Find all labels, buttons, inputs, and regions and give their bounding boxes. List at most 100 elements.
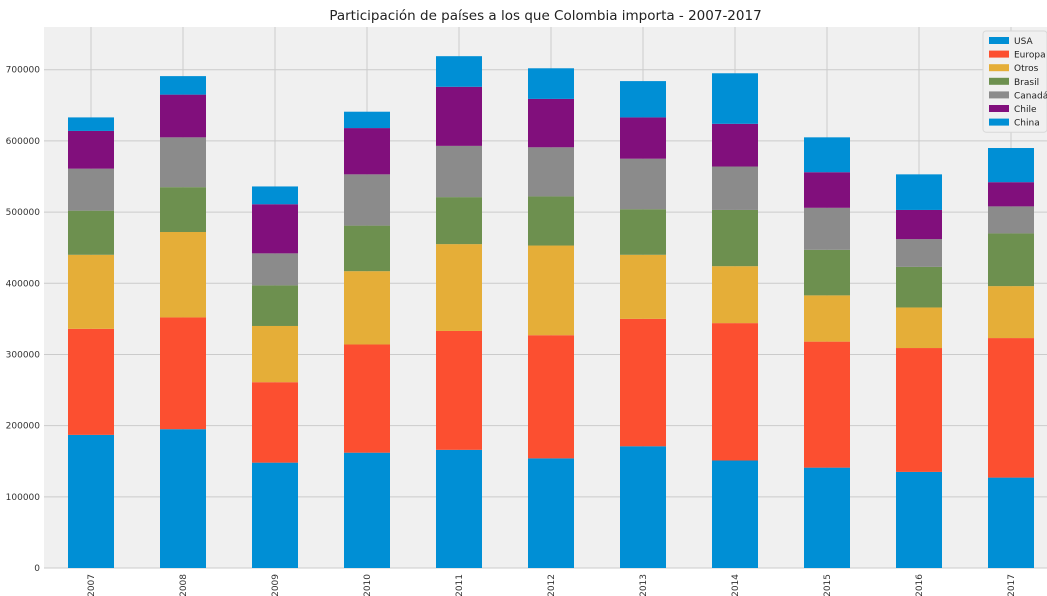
y-tick-label: 600000	[6, 137, 41, 147]
bar-segment	[620, 81, 666, 118]
bar-segment	[436, 330, 482, 450]
bar-segment	[804, 172, 850, 208]
bar-segment	[436, 197, 482, 245]
bar-segment	[620, 254, 666, 319]
legend-swatch	[989, 118, 1009, 126]
bar-segment	[804, 295, 850, 342]
bar-segment	[344, 271, 390, 345]
x-tick-label: 2016	[915, 574, 925, 596]
bar-segment	[896, 348, 942, 472]
x-tick-label: 2014	[731, 574, 741, 596]
legend-swatch	[989, 105, 1009, 112]
bar-segment	[68, 328, 114, 435]
bar-segment	[988, 206, 1034, 234]
bar-segment	[988, 182, 1034, 207]
x-tick-label: 2009	[271, 574, 281, 596]
bar-segment	[528, 196, 574, 246]
bar-segment	[620, 117, 666, 159]
bar-segment	[252, 325, 298, 383]
bar-segment	[528, 147, 574, 197]
bar-segment	[988, 148, 1034, 183]
bar-segment	[712, 323, 758, 461]
legend: USA Europa Otros Brasil Canadá Chile China	[982, 30, 1047, 133]
bar-segment	[712, 73, 758, 124]
legend-swatch	[989, 77, 1009, 85]
bar-segment	[252, 285, 298, 326]
legend-label: Europa	[1014, 51, 1046, 61]
bar-segment	[620, 158, 666, 210]
bar-segment	[252, 462, 298, 568]
legend-label: Brasil	[1014, 78, 1039, 88]
bar-segment	[528, 68, 574, 99]
y-tick-label: 400000	[6, 279, 41, 289]
bar-segment	[528, 335, 574, 459]
bar-segment	[436, 145, 482, 198]
bar-segment	[896, 239, 942, 267]
bar-segment	[528, 245, 574, 336]
bar-segment	[804, 341, 850, 468]
bar-segment	[804, 249, 850, 296]
legend-swatch	[989, 91, 1009, 99]
legend-label: Chile	[1014, 105, 1037, 115]
bar-segment	[252, 253, 298, 286]
legend-label: Otros	[1014, 64, 1039, 74]
legend-swatch	[989, 64, 1009, 72]
bar-segment	[528, 458, 574, 568]
x-tick-label: 2012	[547, 574, 557, 596]
bar-segment	[344, 174, 390, 226]
bar-segment	[712, 266, 758, 324]
x-tick-label: 2013	[639, 574, 649, 596]
x-tick-label: 2015	[823, 574, 833, 596]
bar-segment	[620, 446, 666, 568]
bar-segment	[804, 467, 850, 568]
legend-label: Canadá	[1014, 91, 1047, 101]
bar-segment	[344, 111, 390, 129]
bar-segment	[896, 471, 942, 568]
bar-segment	[896, 174, 942, 210]
bar-segment	[68, 254, 114, 329]
bar-segment	[528, 98, 574, 148]
x-axis: 2007 2008 2009 2010 2011 2012 2013 2014 2015 2016…	[87, 574, 1017, 596]
bar-segment	[160, 429, 206, 568]
y-tick-label: 500000	[6, 208, 41, 218]
y-tick-label: 300000	[6, 350, 41, 360]
x-tick-label: 2011	[455, 574, 465, 596]
bar-segment	[896, 209, 942, 240]
bar-segment	[804, 137, 850, 173]
bar-segment	[160, 137, 206, 188]
bar-segment	[344, 128, 390, 175]
bar-segment	[896, 307, 942, 349]
y-tick-label: 700000	[6, 66, 41, 76]
bar-segment	[988, 477, 1034, 568]
bar-segment	[68, 434, 114, 568]
y-tick-label: 0	[34, 564, 40, 574]
bar-segment	[252, 186, 298, 205]
bar-segment	[712, 123, 758, 167]
legend-swatch	[989, 50, 1009, 58]
bar-segment	[712, 209, 758, 267]
bar-segment	[160, 232, 206, 318]
bar-segment	[160, 76, 206, 95]
bar-segment	[252, 382, 298, 463]
bar-segment	[620, 318, 666, 447]
bar-segment	[344, 225, 390, 272]
x-tick-label: 2008	[179, 574, 189, 596]
bar-segment	[896, 266, 942, 308]
bar-segment	[436, 86, 482, 146]
bar-segment	[620, 209, 666, 255]
x-tick-label: 2010	[363, 574, 373, 596]
y-tick-label: 100000	[6, 493, 41, 503]
bar-segment	[988, 233, 1034, 287]
bar-segment	[160, 317, 206, 430]
bar-segment	[160, 94, 206, 138]
y-axis: 0 100000 200000 300000 400000 500000 600000 700…	[6, 66, 41, 574]
bar-segment	[436, 449, 482, 568]
chart-title: Participación de países a los que Colomb…	[329, 8, 762, 24]
bar-segment	[804, 207, 850, 250]
bar-segment	[68, 117, 114, 131]
bar-segment	[988, 338, 1034, 478]
y-tick-label: 200000	[6, 422, 41, 432]
bar-segment	[436, 244, 482, 331]
bar-segment	[344, 344, 390, 453]
